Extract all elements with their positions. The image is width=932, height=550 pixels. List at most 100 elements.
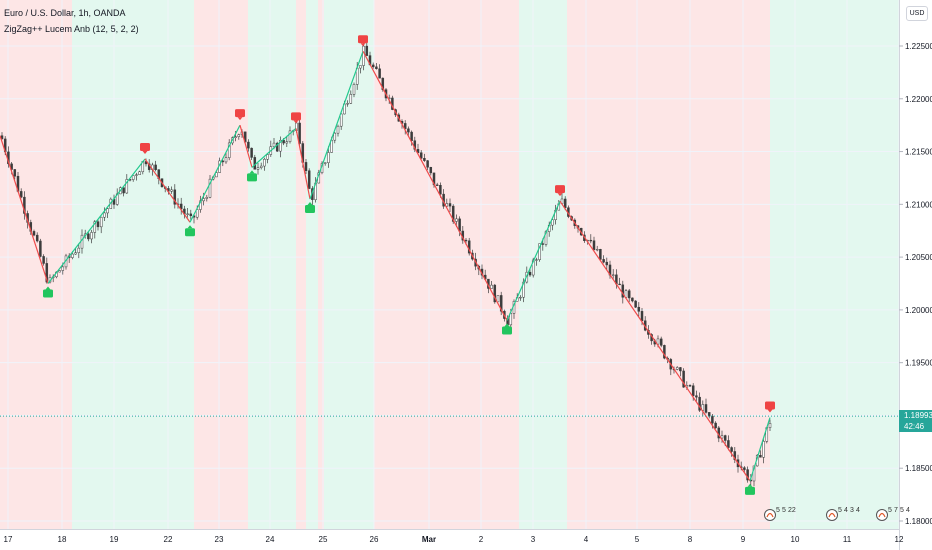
marker-body (305, 205, 315, 214)
y-tick-label: 1.22000 (905, 95, 932, 104)
candle-body (589, 239, 593, 242)
candle-body (727, 440, 730, 448)
event-flag (766, 512, 774, 518)
x-tick-label: 2 (479, 535, 484, 544)
candle-body (426, 160, 429, 168)
trend-band-down (567, 0, 770, 529)
zigzag-segment (309, 51, 364, 200)
zigzag-segment (0, 135, 49, 284)
candle-body (509, 313, 513, 326)
high-pivot-marker (358, 35, 368, 47)
candle-body (285, 141, 289, 144)
candle-body (282, 139, 285, 144)
candle-body (61, 266, 65, 271)
x-tick-label: 19 (110, 535, 119, 544)
current-price-label: 1.18993 (899, 410, 932, 422)
zigzag-segment (251, 127, 297, 168)
candle-body (307, 170, 311, 189)
candle-body (701, 404, 705, 411)
symbol-title: Euro / U.S. Dollar, 1h, OANDA (4, 8, 126, 18)
x-tick-label: 23 (215, 535, 224, 544)
candle-body (435, 184, 439, 186)
candle-body (695, 395, 698, 398)
marker-pointer (504, 323, 510, 327)
trend-band-up (72, 0, 194, 529)
candle-body (496, 295, 500, 303)
marker-pointer (747, 483, 753, 487)
marker-body (235, 109, 245, 118)
candle-body (627, 290, 631, 299)
x-tick-label: 3 (531, 535, 536, 544)
candle-body (106, 208, 109, 214)
marker-pointer (307, 202, 313, 206)
candle-body (599, 249, 602, 260)
candle-body (499, 295, 503, 312)
high-pivot-marker (140, 142, 150, 154)
low-pivot-marker (502, 323, 512, 335)
x-tick-label: 24 (266, 535, 275, 544)
candle-body (170, 189, 173, 192)
event-icon (764, 509, 776, 521)
zigzag-segment (559, 200, 751, 482)
zigzag-segment (47, 158, 146, 284)
candle-body (375, 66, 378, 70)
candle-body (19, 191, 23, 198)
candle-body (288, 130, 292, 142)
candle-body (253, 157, 257, 170)
low-pivot-marker (43, 286, 53, 298)
candle-body (74, 252, 77, 255)
candle-body (333, 132, 337, 141)
candle-body (227, 142, 231, 158)
currency-button[interactable]: USD (906, 6, 928, 21)
time-axis[interactable]: 17 18 19 22 23 24 25 26 Mar 2 3 4 5 8 9 10 11 12 (4, 535, 904, 544)
x-tick-label: 12 (895, 535, 904, 544)
candle-body (723, 435, 727, 441)
marker-body (291, 112, 301, 121)
y-tick-label: 1.21500 (905, 148, 932, 157)
candle-body (640, 311, 644, 322)
candle-body (423, 157, 426, 161)
x-tick-label: 18 (58, 535, 67, 544)
candle-body (698, 396, 701, 411)
low-pivot-marker (745, 483, 755, 495)
event-icon (826, 509, 838, 521)
candle-body (602, 259, 605, 263)
x-tick-label: 8 (688, 535, 693, 544)
candle-body (189, 213, 193, 217)
price-axis[interactable]: 1.22500 1.22000 1.21500 1.21000 1.20500 1.200… (899, 42, 932, 526)
candle-body (743, 467, 746, 470)
candle-body (762, 441, 765, 458)
low-pivot-marker (185, 225, 195, 237)
y-tick-label: 1.18000 (905, 517, 932, 526)
candle-body (266, 154, 269, 160)
candle-body (32, 231, 36, 236)
x-tick-label: 11 (843, 535, 852, 544)
candle-body (637, 306, 641, 312)
candle-body (23, 196, 26, 214)
x-tick-label: Mar (422, 535, 436, 544)
candle-body (707, 412, 711, 417)
zigzag-segment (189, 124, 241, 223)
candle-body (371, 64, 375, 68)
candle-body (595, 249, 599, 251)
indicator-legend[interactable]: ZigZag++ Lucem Anb (12, 5, 2, 2) (4, 24, 139, 34)
candle-body (733, 451, 737, 460)
candle-body (215, 172, 218, 178)
candle-body (675, 367, 679, 370)
candle-body (541, 243, 545, 245)
candle-body (45, 263, 49, 283)
x-tick-label: 5 (635, 535, 640, 544)
x-tick-label: 10 (791, 535, 800, 544)
marker-pointer (767, 409, 773, 413)
candle-body (752, 465, 756, 482)
candle-body (535, 259, 538, 261)
zigzag-lines (0, 50, 771, 482)
bar-countdown-label: 42:46 (899, 421, 932, 433)
event-label: 5 (776, 507, 780, 514)
candle-body (714, 422, 717, 429)
marker-body (140, 142, 150, 151)
event-label: 4 (844, 507, 848, 514)
candle-body (519, 296, 522, 299)
candle-body (208, 178, 212, 198)
